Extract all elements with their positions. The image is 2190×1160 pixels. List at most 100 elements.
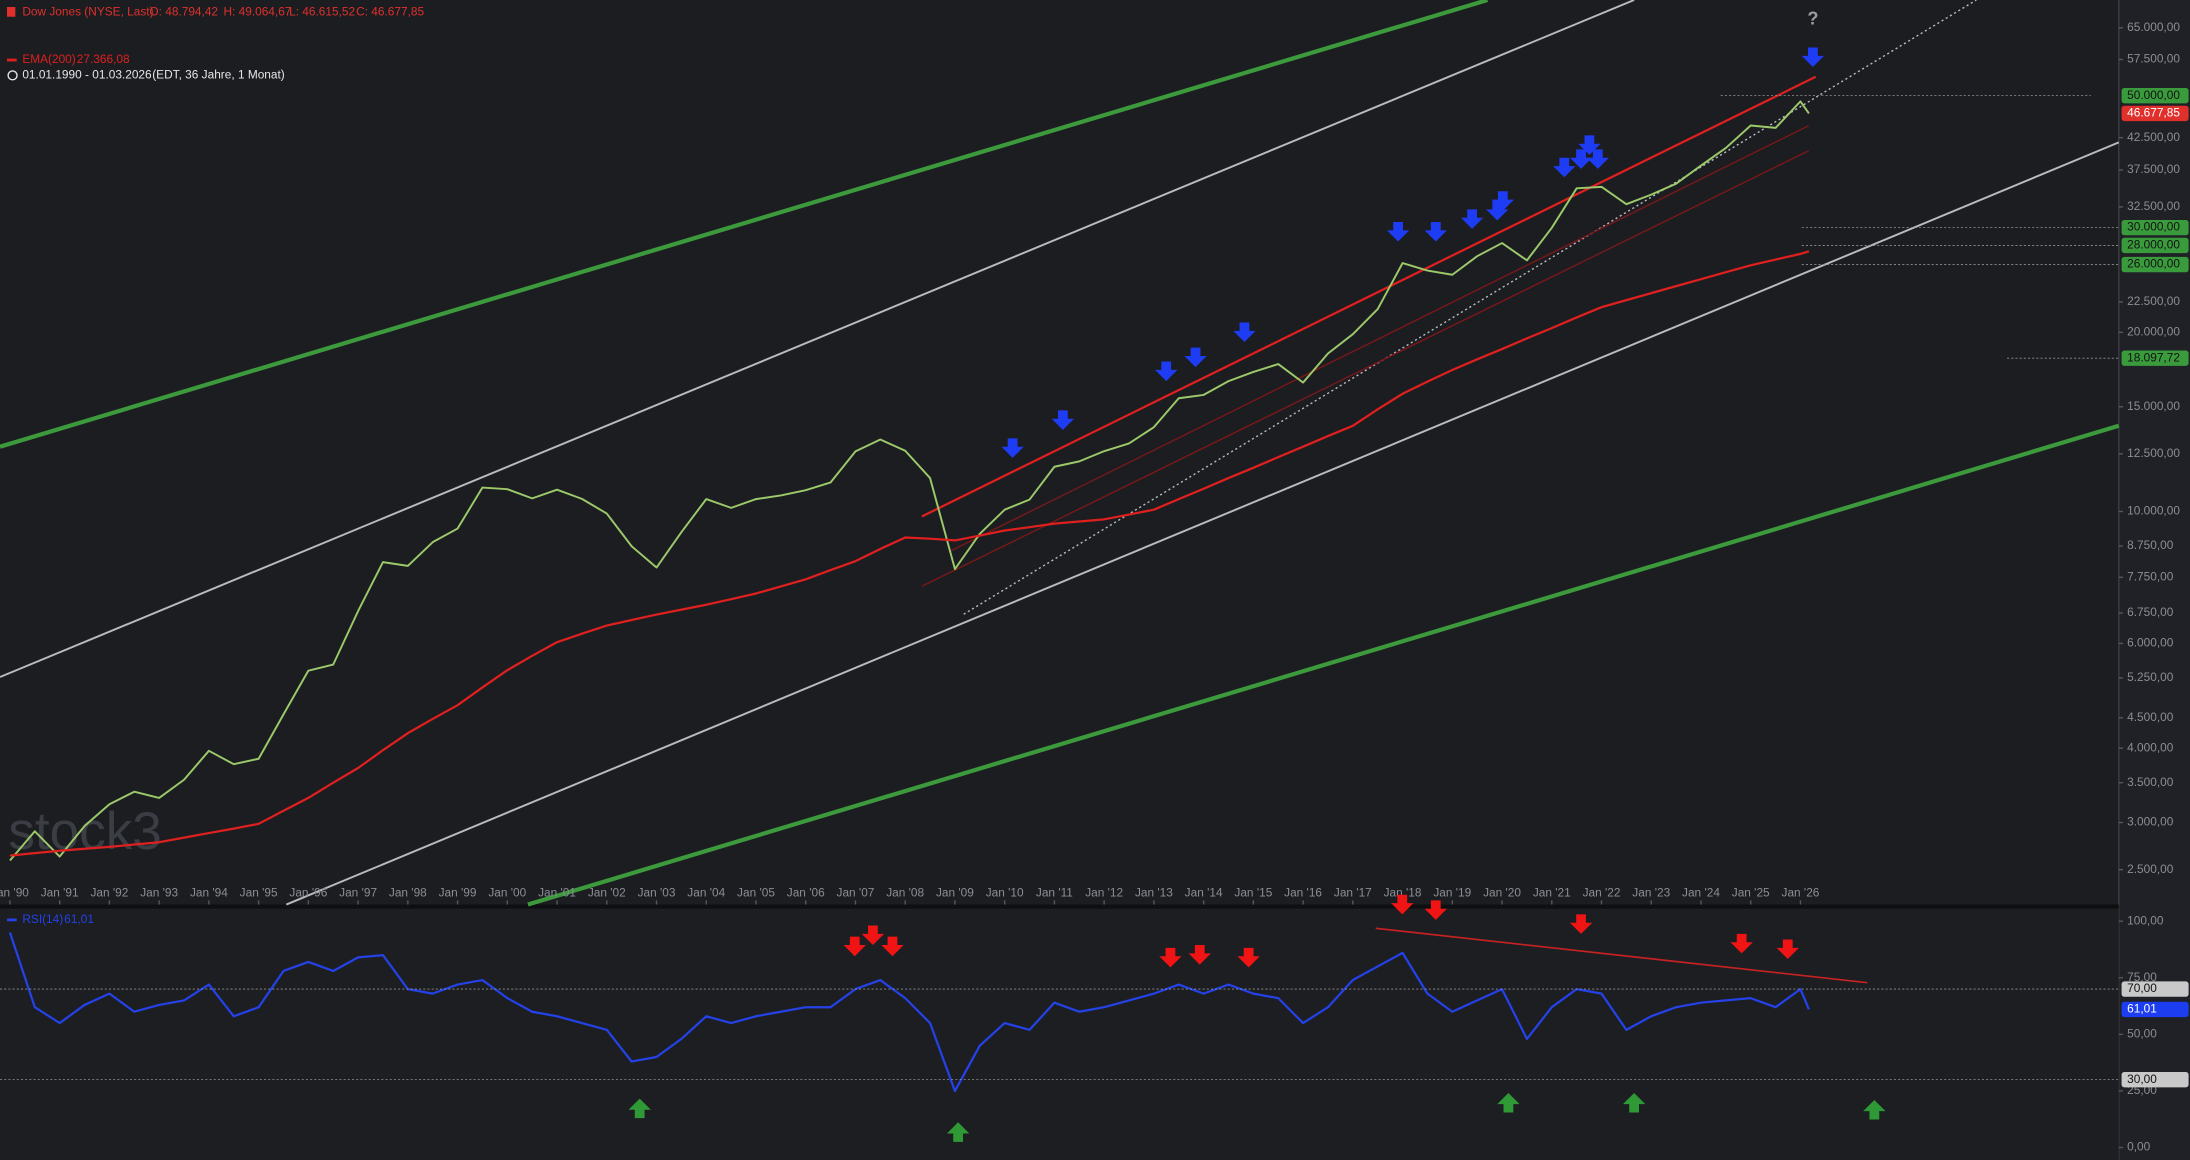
y-tick-label: 4.500,00 bbox=[2127, 710, 2174, 724]
level-label: 30.000,00 bbox=[2127, 220, 2180, 234]
arrow-down bbox=[1491, 191, 1515, 211]
trend-line bbox=[921, 75, 1817, 518]
x-tick-label: Jan '95 bbox=[240, 886, 278, 900]
arrow-down bbox=[1237, 947, 1260, 968]
level-label-box bbox=[2121, 350, 2189, 366]
legend-series: RSI(14) bbox=[22, 912, 63, 926]
y-tick-label: 2.500,00 bbox=[2127, 862, 2174, 876]
channel-line bbox=[285, 141, 2120, 906]
legend-series: EMA(200) bbox=[22, 52, 75, 66]
x-tick-label: Jan '01 bbox=[538, 886, 576, 900]
x-tick-label: Jan '99 bbox=[439, 886, 477, 900]
y-tick-label: 3.000,00 bbox=[2127, 815, 2174, 829]
x-tick-label: Jan '00 bbox=[488, 886, 526, 900]
arrow-down bbox=[1184, 347, 1207, 368]
x-tick-label: Jan '93 bbox=[140, 886, 178, 900]
level-label-box bbox=[2121, 219, 2189, 236]
arrow-up bbox=[1863, 1099, 1886, 1120]
legend-icon bbox=[6, 6, 16, 17]
x-tick-label: Jan '18 bbox=[1384, 886, 1422, 900]
x-tick-label: Jan '90 bbox=[0, 886, 29, 900]
y-tick-label: 8.750,00 bbox=[2127, 538, 2174, 552]
series-line bbox=[9, 100, 1810, 862]
level-label: 28.000,00 bbox=[2127, 238, 2180, 252]
x-tick-label: Jan '08 bbox=[886, 886, 924, 900]
x-tick-label: Jan '14 bbox=[1185, 886, 1223, 900]
arrow-up bbox=[1622, 1092, 1646, 1113]
arrow-down bbox=[861, 925, 885, 946]
arrow-down bbox=[1460, 209, 1484, 229]
level-label-box bbox=[2121, 1071, 2189, 1088]
arrow-down bbox=[1424, 221, 1447, 242]
arrow-down bbox=[1801, 47, 1825, 68]
trend-lines bbox=[0, 0, 2120, 984]
rsi-trend-line bbox=[1375, 927, 1868, 984]
panel-separator bbox=[0, 904, 2119, 909]
x-tick-label: Jan '20 bbox=[1483, 886, 1521, 900]
legend-title: Dow Jones (NYSE, Last) bbox=[22, 5, 153, 19]
signal-arrows bbox=[628, 47, 1886, 1142]
x-tick-label: Jan '09 bbox=[936, 886, 974, 900]
arrow-down bbox=[1486, 201, 1509, 221]
arrow-down bbox=[1578, 135, 1601, 155]
y-tick-label: 7.750,00 bbox=[2127, 569, 2174, 583]
y-tick-label: 100,00 bbox=[2127, 913, 2164, 927]
x-tick-label: Jan '22 bbox=[1583, 886, 1621, 900]
x-tick-label: Jan '16 bbox=[1284, 886, 1322, 900]
level-label: 70,00 bbox=[2127, 981, 2157, 995]
last-value-label: 61,01 bbox=[2127, 1002, 2157, 1016]
x-tick-label: Jan '06 bbox=[787, 886, 825, 900]
x-tick-label: Jan '19 bbox=[1433, 886, 1471, 900]
legend-ohlc: H: 49.064,67 bbox=[223, 5, 291, 19]
x-tick-label: Jan '02 bbox=[588, 886, 626, 900]
legend-ohlc: L: 46.615,52 bbox=[289, 5, 355, 19]
x-tick-label: Jan '26 bbox=[1782, 886, 1820, 900]
legend-value: 61,01 bbox=[64, 912, 94, 926]
rsi-panel bbox=[0, 908, 2119, 1160]
arrow-down bbox=[1188, 945, 1211, 965]
trend-line bbox=[949, 125, 1810, 553]
last-value-box bbox=[2121, 105, 2189, 122]
y-tick-label: 42.500,00 bbox=[2127, 130, 2180, 144]
y-tick-label: 3.500,00 bbox=[2127, 775, 2174, 789]
y-tick-label: 6.750,00 bbox=[2127, 605, 2174, 619]
arrow-down bbox=[1730, 933, 1753, 954]
arrow-down bbox=[1386, 221, 1410, 242]
legend: Dow Jones (NYSE, Last) O: 48.794,42 H: 4… bbox=[6, 5, 424, 926]
watermark: stock3 bbox=[8, 802, 161, 861]
level-label: 50.000,00 bbox=[2127, 88, 2180, 102]
series-line bbox=[8, 932, 1810, 1093]
arrow-down bbox=[1051, 410, 1075, 430]
y-tick-label: 22.500,00 bbox=[2127, 294, 2180, 308]
y-tick-label: 15.000,00 bbox=[2127, 399, 2180, 413]
channel-line bbox=[0, 0, 1635, 678]
y-tick-label: 5.250,00 bbox=[2127, 670, 2174, 684]
arrow-down bbox=[1569, 149, 1593, 169]
x-tick-label: Jan '11 bbox=[1036, 886, 1073, 900]
plot: 65.000,00 57.500,00 42.500,00 37.500,00 32.5… bbox=[0, 20, 2189, 1154]
y-tick-label: 6.000,00 bbox=[2127, 636, 2174, 650]
arrow-down bbox=[881, 936, 904, 957]
arrow-down bbox=[1776, 939, 1799, 959]
y-tick-label: 0,00 bbox=[2127, 1140, 2150, 1154]
arrow-up bbox=[628, 1098, 651, 1119]
x-tick-label: Jan '23 bbox=[1632, 886, 1670, 900]
x-tick-label: Jan '03 bbox=[638, 886, 676, 900]
arrow-down bbox=[1155, 361, 1178, 382]
level-label-box bbox=[2121, 256, 2189, 273]
channel-line bbox=[527, 423, 2120, 907]
x-tick-label: Jan '24 bbox=[1682, 886, 1720, 900]
y-tick-label: 4.000,00 bbox=[2127, 740, 2174, 754]
arrow-down bbox=[1159, 947, 1182, 968]
level-label-box bbox=[2121, 981, 2189, 997]
arrow-up bbox=[946, 1122, 970, 1142]
x-tick-label: Jan '98 bbox=[389, 886, 427, 900]
arrow-down bbox=[1569, 914, 1593, 934]
arrow-down bbox=[843, 936, 866, 957]
clock-icon bbox=[7, 70, 18, 81]
arrow-down bbox=[1586, 149, 1609, 169]
x-tick-label: Jan '21 bbox=[1533, 886, 1571, 900]
legend-ohlc: C: 46.677,85 bbox=[356, 5, 424, 19]
